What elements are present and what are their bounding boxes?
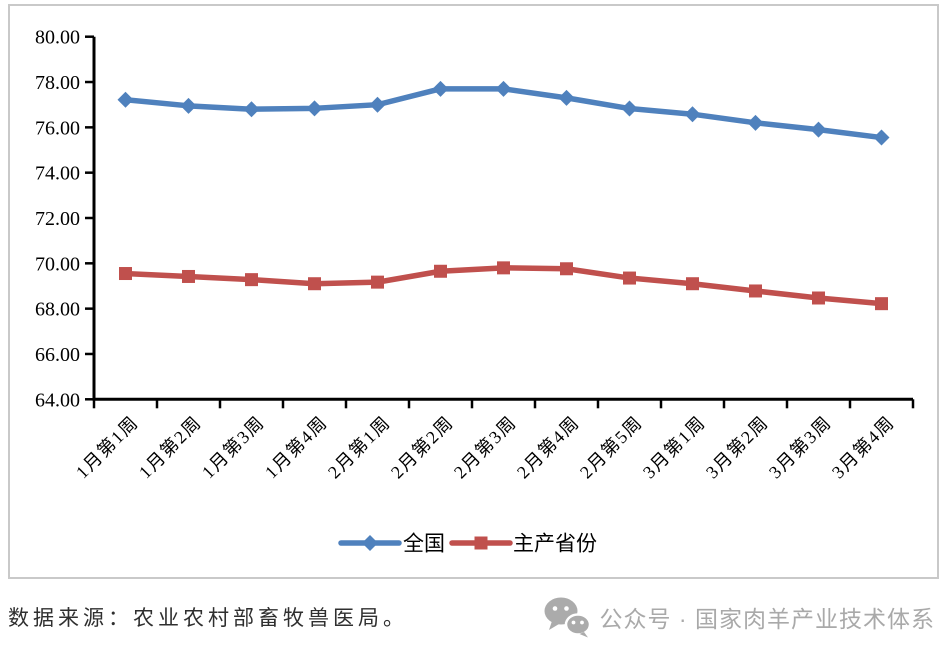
data-point-marker [875, 297, 888, 311]
data-point-marker [686, 277, 699, 291]
data-point-marker [245, 273, 258, 287]
data-point-marker [558, 89, 575, 106]
x-axis-label: 3月第2周 [702, 412, 772, 482]
data-point-marker [474, 536, 488, 550]
x-axis-label: 2月第3周 [450, 412, 520, 482]
watermark-text: 公众号 · 国家肉羊产业技术体系 [599, 606, 935, 632]
data-point-marker [434, 264, 447, 278]
watermark: 公众号 · 国家肉羊产业技术体系 [543, 596, 935, 638]
legend: 全国 主产省份 [338, 532, 597, 556]
data-point-marker [560, 262, 573, 276]
wechat-icon [544, 597, 591, 638]
data-point-marker [306, 100, 323, 117]
x-axis-label: 1月第4周 [261, 412, 331, 482]
data-point-marker [182, 269, 195, 283]
y-axis-ticks: 80.00 78.00 76.00 74.00 72.00 70.00 68.00 66.00… [35, 27, 94, 411]
legend-label: 主产省份 [513, 532, 597, 556]
data-point-marker [362, 535, 378, 551]
y-axis-label: 68.00 [35, 299, 80, 321]
legend-item-national: 全国 [338, 532, 445, 556]
data-point-marker [371, 275, 384, 289]
data-point-marker [117, 91, 134, 108]
chart-frame: 80.00 78.00 76.00 74.00 72.00 70.00 68.00 66.00… [8, 4, 939, 579]
y-axis-label: 76.00 [35, 117, 80, 139]
data-point-marker [873, 129, 890, 146]
line-chart: 80.00 78.00 76.00 74.00 72.00 70.00 68.00 66.00… [35, 27, 915, 556]
x-axis-labels: 1月第1周1月第2周1月第3周1月第4周2月第1周2月第2周2月第3周2月第4周… [72, 412, 898, 482]
x-axis-label: 2月第5周 [576, 412, 646, 482]
legend-label: 全国 [403, 532, 445, 556]
data-point-marker [243, 101, 260, 118]
data-point-marker [497, 261, 510, 275]
y-axis-label: 74.00 [35, 163, 80, 185]
y-axis-label: 72.00 [35, 208, 80, 230]
data-point-marker [812, 291, 825, 305]
x-axis-ticks [92, 399, 915, 409]
series-national [117, 80, 890, 146]
x-axis-label: 3月第4周 [828, 412, 898, 482]
data-point-marker [432, 80, 449, 97]
data-point-marker [684, 106, 701, 123]
footer: 数据来源：农业农村部畜牧兽医局。 公众号 · 国家肉羊产业技术体系 [8, 592, 935, 642]
x-axis-label: 1月第3周 [198, 412, 268, 482]
data-point-marker [621, 100, 638, 117]
source-note: 数据来源：农业农村部畜牧兽医局。 [8, 606, 408, 630]
x-axis-label: 2月第1周 [324, 412, 394, 482]
x-axis-label: 2月第2周 [387, 412, 457, 482]
data-point-marker [747, 114, 764, 131]
data-point-marker [369, 96, 386, 113]
y-axis-label: 66.00 [35, 344, 80, 366]
series-provinces [119, 261, 888, 311]
x-axis-label: 2月第4周 [513, 412, 583, 482]
y-axis-label: 78.00 [35, 72, 80, 94]
data-point-marker [495, 80, 512, 97]
y-axis-label: 70.00 [35, 253, 80, 275]
data-point-marker [810, 121, 827, 138]
x-axis-label: 1月第1周 [72, 412, 142, 482]
y-axis-label: 64.00 [35, 389, 80, 411]
data-point-marker [180, 97, 197, 114]
legend-item-provinces: 主产省份 [449, 532, 597, 556]
data-point-marker [623, 271, 636, 285]
y-axis-label: 80.00 [35, 27, 80, 49]
x-axis-label: 3月第1周 [639, 412, 709, 482]
x-axis-label: 3月第3周 [765, 412, 835, 482]
x-axis-label: 1月第2周 [135, 412, 205, 482]
data-point-marker [749, 284, 762, 298]
data-point-marker [308, 277, 321, 291]
data-point-marker [119, 267, 132, 281]
